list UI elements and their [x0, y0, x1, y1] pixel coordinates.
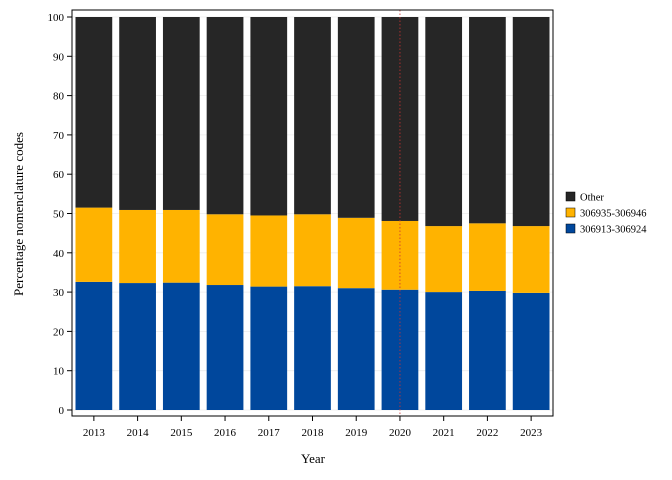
bar-2016-series-0 — [206, 285, 244, 410]
y-tick-label-50: 50 — [53, 209, 65, 221]
bar-2015-series-0 — [162, 282, 200, 410]
bar-2022-series-1 — [469, 223, 506, 291]
bar-2013-series-0 — [75, 281, 113, 410]
legend-swatch-2 — [565, 223, 576, 234]
bar-2017-series-0 — [250, 286, 288, 410]
bar-2023-series-2 — [512, 17, 550, 227]
bar-2019-series-1 — [337, 217, 375, 289]
x-tick-label-2020: 2020 — [389, 427, 412, 439]
bar-2015-series-1 — [162, 209, 200, 283]
bar-2018-series-0 — [294, 286, 331, 410]
bar-2014-series-1 — [119, 209, 156, 284]
x-axis-title: Year — [301, 451, 326, 466]
bar-2022-series-0 — [469, 290, 506, 410]
bar-2014-series-0 — [119, 283, 156, 410]
x-tick-label-2017: 2017 — [258, 427, 281, 439]
y-tick-label-80: 80 — [53, 91, 65, 103]
bar-2022-series-2 — [469, 17, 506, 224]
legend: Other 306935-306946 306913-306924 — [565, 191, 647, 236]
x-tick-label-2013: 2013 — [83, 427, 106, 439]
bar-2013-series-1 — [75, 207, 113, 282]
x-tick-label-2018: 2018 — [302, 427, 325, 439]
x-tick-label-2022: 2022 — [476, 427, 498, 439]
y-tick-label-40: 40 — [53, 248, 65, 260]
bar-2023-series-1 — [512, 226, 550, 293]
y-axis-title: Percentage nomenclature codes — [11, 132, 26, 296]
legend-label-0: Other — [580, 193, 604, 204]
x-tick-label-2015: 2015 — [170, 427, 193, 439]
y-tick-label-20: 20 — [53, 326, 65, 338]
bar-2019-series-2 — [337, 17, 375, 218]
bars — [75, 17, 550, 410]
y-tick-label-90: 90 — [53, 51, 65, 63]
bar-2014-series-2 — [119, 17, 156, 210]
bar-2019-series-0 — [337, 288, 375, 410]
bar-2021-series-1 — [425, 226, 463, 293]
bar-2017-series-1 — [250, 215, 288, 287]
y-tick-label-100: 100 — [48, 12, 65, 24]
y-tick-label-10: 10 — [53, 366, 65, 378]
y-tick-label-30: 30 — [53, 287, 65, 299]
bar-2018-series-2 — [294, 17, 331, 215]
y-tick-label-60: 60 — [53, 169, 65, 181]
bar-2016-series-1 — [206, 214, 244, 286]
x-tick-label-2014: 2014 — [127, 427, 150, 439]
x-tick-label-2023: 2023 — [520, 427, 543, 439]
legend-swatch-0 — [565, 191, 576, 202]
bar-2021-series-2 — [425, 17, 463, 227]
legend-swatch-1 — [565, 207, 576, 218]
y-tick-label-70: 70 — [53, 130, 65, 142]
bar-2016-series-2 — [206, 17, 244, 215]
legend-label-2: 306913-306924 — [580, 225, 647, 236]
x-tick-label-2019: 2019 — [345, 427, 368, 439]
x-axis-ticks: 2013 2014 2015 2016 2017 2018 2019 2020 2021 2022… — [83, 416, 543, 439]
x-tick-label-2021: 2021 — [433, 427, 455, 439]
y-tick-label-0: 0 — [59, 405, 65, 417]
bar-2013-series-2 — [75, 17, 113, 208]
bar-2017-series-2 — [250, 17, 288, 216]
bar-2015-series-2 — [162, 17, 200, 210]
bar-2023-series-0 — [512, 292, 550, 410]
bar-2021-series-0 — [425, 292, 463, 410]
y-axis-ticks: 0 10 20 30 40 50 60 70 80 90 100 — [48, 12, 72, 417]
legend-label-1: 306935-306946 — [580, 209, 647, 220]
bar-2018-series-1 — [294, 214, 331, 287]
x-tick-label-2016: 2016 — [214, 427, 237, 439]
